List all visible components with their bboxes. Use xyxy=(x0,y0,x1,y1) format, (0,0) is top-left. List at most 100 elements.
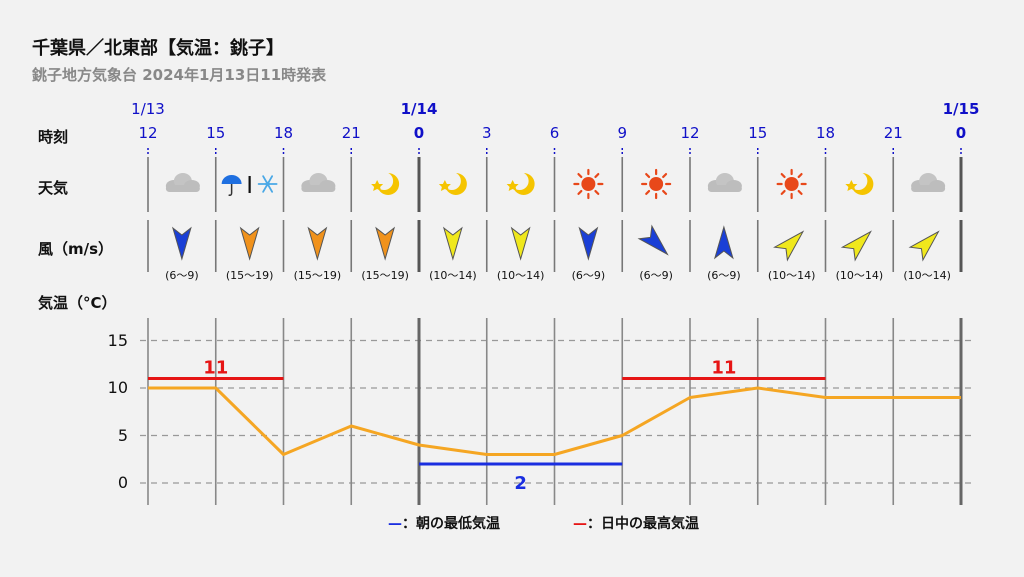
wind-arrow-icon xyxy=(307,226,328,261)
hour-label: 0 xyxy=(955,124,967,142)
umbrella-canopy xyxy=(221,175,242,184)
wind-speed-range: (10～14) xyxy=(429,269,477,282)
wind-arrow-icon xyxy=(908,230,940,262)
legend-max-mark: — xyxy=(573,516,587,532)
wind-arrow-shape xyxy=(239,226,260,261)
moon-star xyxy=(506,180,519,191)
sun-ray xyxy=(662,173,668,179)
wind-arrow-shape xyxy=(713,225,734,260)
hour-label: 21 xyxy=(883,124,903,142)
hour-label: 18 xyxy=(273,124,294,142)
sun-ray xyxy=(780,173,786,179)
wind-speed-range: (6～9) xyxy=(639,269,673,282)
umbrella-handle xyxy=(228,184,233,196)
cloud-icon xyxy=(911,173,946,192)
hour-label: 12 xyxy=(138,124,158,142)
wind-arrow-icon xyxy=(773,230,805,262)
moon-icon xyxy=(506,172,535,195)
sun-ray xyxy=(645,189,651,195)
hour-label: 3 xyxy=(481,124,492,142)
cloud-part xyxy=(707,185,742,192)
sun-ray xyxy=(594,189,600,195)
hour-label: 15 xyxy=(748,124,768,142)
sun-ray xyxy=(780,189,786,195)
cloud-part xyxy=(911,185,946,192)
wind-arrow-shape xyxy=(307,226,328,261)
hour-label: 9 xyxy=(617,124,628,142)
page-subtitle: 銚子地方気象台 2024年1月13日11時発表 xyxy=(32,66,327,84)
wind-speed-range: (6～9) xyxy=(571,269,606,282)
sun-disc xyxy=(581,177,596,191)
hour-label: 6 xyxy=(549,124,560,142)
hour-label: 12 xyxy=(680,124,700,142)
wind-arrow-shape xyxy=(510,226,531,261)
wind-arrow-icon xyxy=(442,226,463,261)
hour-label: 21 xyxy=(341,124,361,142)
wind-speed-range: (10～14) xyxy=(903,269,951,282)
wind-arrow-icon xyxy=(239,226,260,261)
wind-arrow-shape xyxy=(171,226,192,261)
cloud-icon xyxy=(301,173,336,192)
moon-icon xyxy=(845,172,874,195)
date-label: 1/14 xyxy=(400,100,438,118)
min-temp-label: 2 xyxy=(514,473,527,494)
wind-arrow-shape xyxy=(375,226,396,261)
cloud-icon xyxy=(707,173,742,192)
wind-arrow-icon xyxy=(637,224,669,256)
wind-arrow-icon xyxy=(578,226,599,261)
snowflake-core xyxy=(265,181,270,187)
page-title: 千葉県／北東部【気温：銚子】 xyxy=(32,38,284,59)
cloud-icon xyxy=(165,173,200,192)
legend-min: —：朝の最低気温 xyxy=(388,513,500,533)
moon-icon xyxy=(438,172,467,195)
moon-icon xyxy=(371,172,400,195)
wind-arrow-shape xyxy=(578,226,599,261)
wind-arrow-icon xyxy=(171,226,192,261)
wind-arrow-shape xyxy=(442,226,463,261)
moon-star xyxy=(438,180,451,191)
date-label: 1/15 xyxy=(942,100,980,118)
row-label-temp: 気温（°C） xyxy=(38,294,117,312)
legend-min-mark: — xyxy=(388,516,402,532)
hour-label: 0 xyxy=(413,124,425,142)
sun-ray xyxy=(797,189,803,195)
row-label-weather: 天気 xyxy=(38,179,69,197)
sun-disc xyxy=(784,177,799,191)
wind-speed-range: (15～19) xyxy=(293,269,342,282)
legend-max: —：日中の最高気温 xyxy=(573,513,699,533)
sun-icon xyxy=(776,168,807,200)
sun-ray xyxy=(577,173,583,179)
hour-label: 15 xyxy=(206,124,226,142)
wind-arrow-shape xyxy=(773,230,805,262)
wind-arrow-icon xyxy=(510,226,531,261)
sun-icon xyxy=(641,168,672,200)
wind-arrow-shape xyxy=(637,224,669,256)
wind-arrow-icon xyxy=(713,225,734,260)
legend-min-label: ：朝の最低気温 xyxy=(402,516,500,532)
moon-star xyxy=(845,180,858,191)
sun-ray xyxy=(594,173,600,179)
wind-speed-range: (10～14) xyxy=(496,269,545,282)
wind-speed-range: (10～14) xyxy=(835,269,884,282)
wind-arrow-icon xyxy=(840,230,872,262)
legend-max-label: ：日中の最高気温 xyxy=(587,516,699,532)
cloud-part xyxy=(165,185,200,192)
y-tick-label: 10 xyxy=(107,378,128,397)
max-temp-label: 11 xyxy=(711,358,736,379)
date-label: 1/13 xyxy=(131,100,165,118)
row-label-time: 時刻 xyxy=(38,128,69,146)
sun-ray xyxy=(662,189,668,195)
y-tick-label: 0 xyxy=(117,473,128,492)
wind-speed-range: (6～9) xyxy=(707,269,741,282)
wind-speed-range: (10～14) xyxy=(767,269,816,282)
umbrella-rain-snow-icon xyxy=(221,175,278,196)
wind-speed-range: (6～9) xyxy=(165,269,199,282)
moon-star xyxy=(371,180,384,191)
row-label-wind: 風（m/s） xyxy=(38,240,114,258)
sun-ray xyxy=(577,189,583,195)
wind-speed-range: (15～19) xyxy=(361,269,409,282)
hour-label: 18 xyxy=(815,124,836,142)
y-tick-label: 15 xyxy=(107,330,128,350)
sun-ray xyxy=(797,173,803,179)
